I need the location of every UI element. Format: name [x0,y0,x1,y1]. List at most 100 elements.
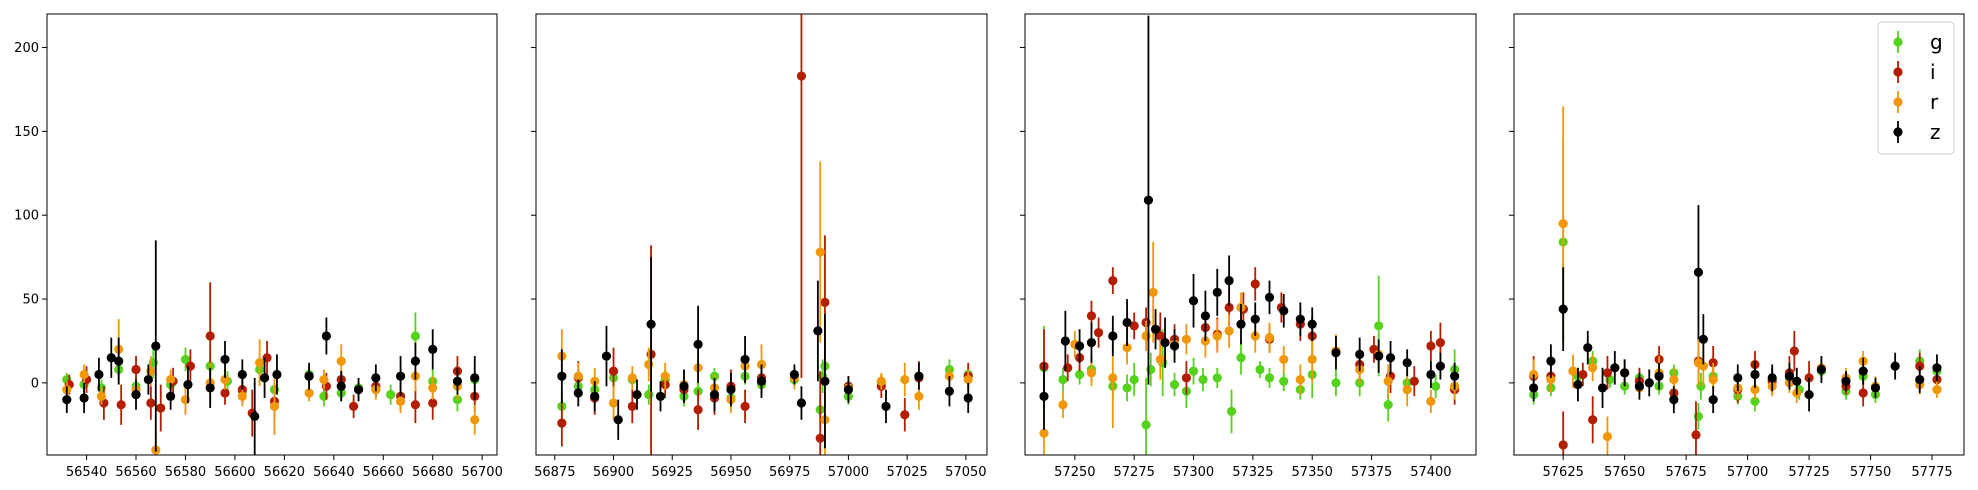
data-point-r [1588,363,1598,373]
data-point-z [632,390,642,400]
data-point-r [269,401,280,411]
data-point-z [1236,319,1246,329]
x-tick-label: 56600 [214,465,255,480]
panel-1: 56540 56560 56580 56600 56620 56640 56660 56680… [14,13,503,480]
data-layer [1039,15,1460,455]
data-point-r [1279,354,1289,365]
data-point-i [1602,368,1613,378]
data-point-z [1402,358,1412,368]
data-point-z [1546,356,1556,366]
data-point-r [876,376,886,386]
x-tick-label: 57750 [1850,465,1891,480]
data-point-z [106,353,116,363]
data-point-z [1331,348,1341,358]
legend-marker-i [1893,67,1903,77]
data-point-r [1546,374,1556,385]
data-point-z [709,390,720,400]
data-point-i [1558,440,1568,450]
data-point-i [1858,388,1868,398]
data-point-z [1767,373,1777,383]
data-point-r [1568,366,1578,376]
data-point-z [205,383,215,393]
data-point-z [371,373,381,383]
data-point-r [220,374,230,385]
data-point-r [1155,354,1165,365]
data-point-z [1039,391,1049,401]
x-tick-label: 57775 [1911,465,1952,480]
data-point-z [79,393,89,403]
data-point-z [820,376,830,386]
x-tick-label: 57050 [945,465,986,480]
data-point-r [608,398,619,408]
data-point-z [250,411,260,422]
data-point-i [740,401,750,411]
data-point-r [1698,361,1708,371]
legend-label-r: r [1930,90,1939,114]
y-tick-label: 200 [14,41,39,56]
data-point-z [114,356,124,366]
data-point-z [1307,319,1317,329]
x-tick-label: 56900 [593,465,634,480]
data-point-z [573,388,583,398]
data-point-z [1450,371,1460,381]
data-point-z [1573,379,1583,390]
data-point-r [1932,385,1942,395]
data-point-z [1374,351,1384,361]
data-point-r [1224,326,1234,336]
data-point-z [452,376,463,386]
data-point-i [1093,327,1104,338]
data-point-r [336,356,346,366]
data-point-z [813,326,823,336]
data-point-r [627,373,637,383]
data-point-z [1597,383,1608,393]
data-point-z [1583,343,1593,353]
data-point-r [1212,331,1222,341]
y-tick-label: 50 [22,293,39,308]
data-point-z [304,371,314,381]
data-point-i [1426,341,1436,351]
data-point-r [304,388,314,398]
data-point-z [336,381,346,391]
data-point-z [166,391,176,401]
x-tick-label: 56540 [66,465,107,480]
data-point-z [1698,334,1708,344]
data-point-z [1733,373,1743,383]
data-point-r [1086,368,1097,378]
data-point-z [1750,369,1760,380]
data-point-g [1129,374,1139,385]
data-point-z [601,351,612,361]
data-point-z [693,339,703,349]
data-point-r [963,374,973,385]
data-point-z [62,395,72,405]
legend-label-i: i [1930,60,1936,84]
data-point-i [900,410,910,420]
series-z [557,257,973,449]
x-tick-label: 57625 [1543,465,1584,480]
data-point-g [1279,376,1289,386]
data-point-g [1264,373,1275,383]
x-tick-label: 56925 [652,465,693,480]
data-layer [1529,106,1942,455]
data-point-r [1058,400,1068,410]
data-point-g [1750,396,1760,406]
data-point-g [1122,383,1132,393]
data-point-z [944,386,955,396]
data-point-r [395,396,406,406]
data-point-z [1160,338,1170,348]
data-point-z [272,369,282,380]
data-point-g [1058,374,1068,385]
data-point-i [796,71,807,81]
x-tick-label: 57650 [1604,465,1645,480]
data-point-r [96,391,106,401]
data-point-i [220,388,230,398]
data-point-z [1188,296,1199,306]
x-tick-label: 57675 [1665,465,1706,480]
data-point-z [1932,363,1942,373]
data-point-r [815,247,825,257]
x-tick-label: 56680 [412,465,453,480]
data-point-i [1181,373,1192,383]
data-point-z [1620,368,1630,378]
data-point-g [410,331,421,341]
data-point-g [1374,321,1384,331]
data-point-z [259,373,270,383]
